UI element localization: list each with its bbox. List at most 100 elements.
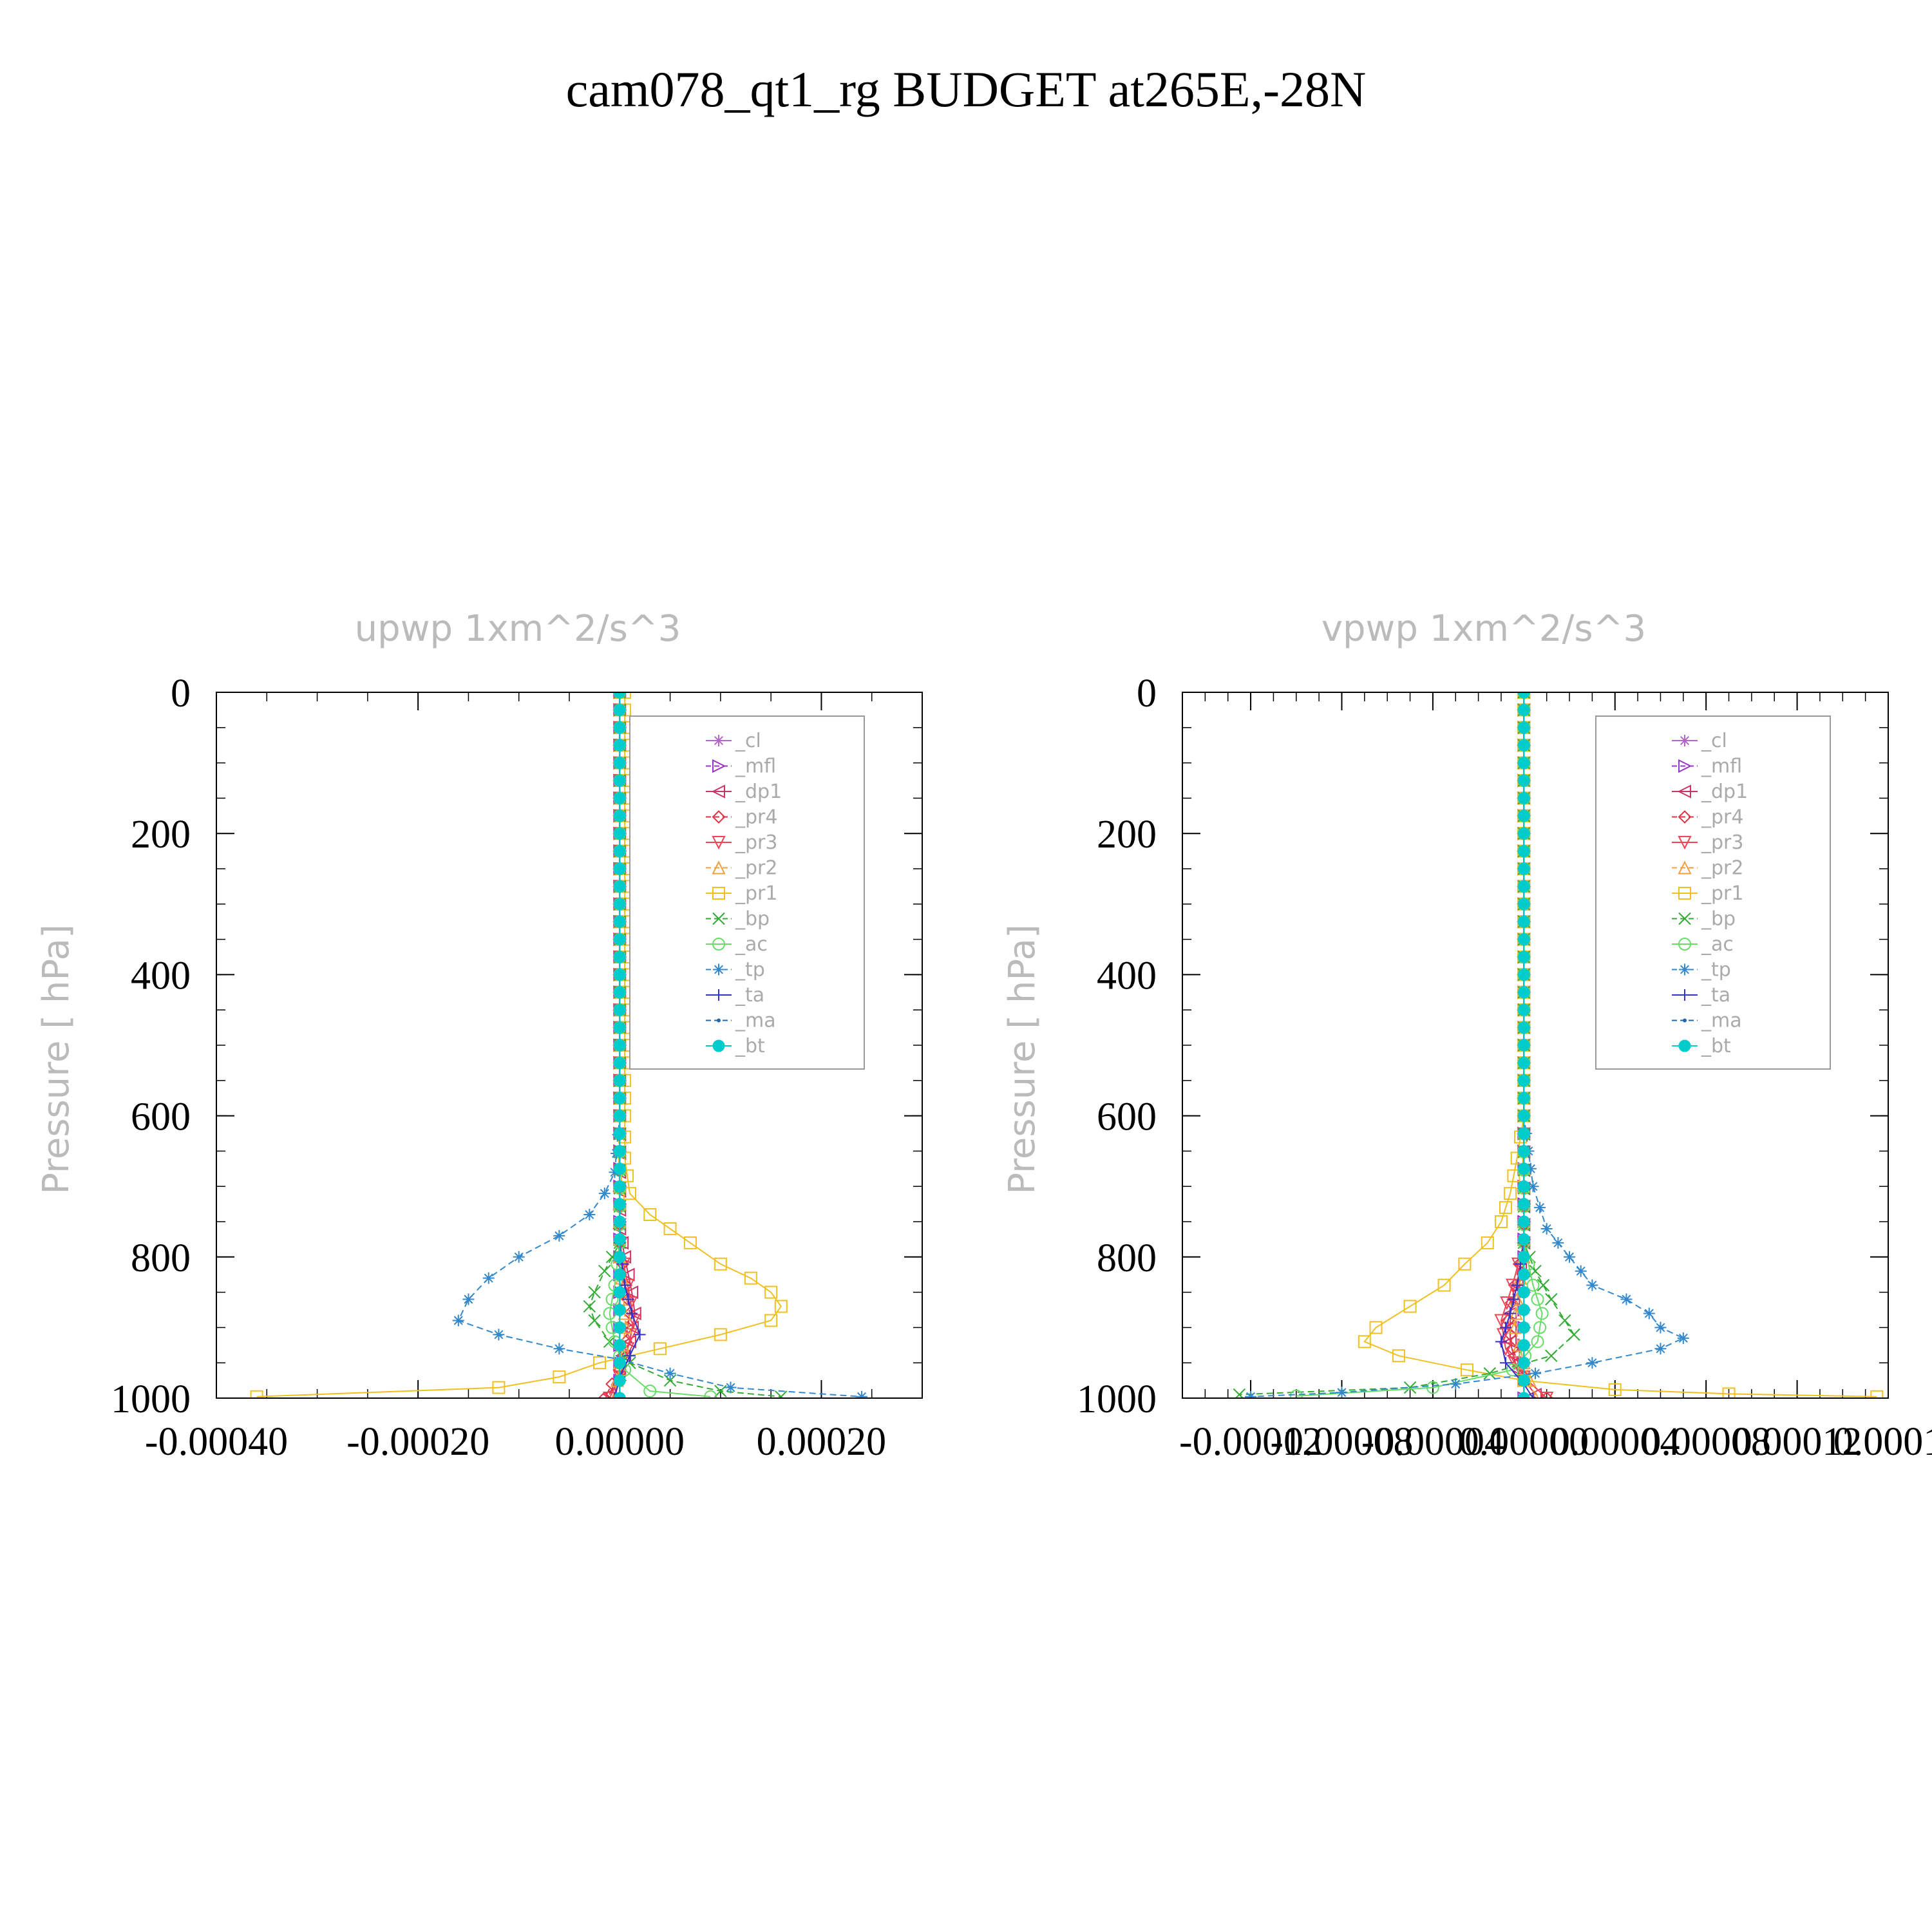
data-point	[1537, 1278, 1550, 1292]
data-point	[613, 774, 626, 787]
panel-title: vpwp 1xm^2/s^3	[1321, 608, 1646, 650]
series-bt	[613, 692, 626, 1398]
data-point	[613, 827, 626, 840]
data-point	[1531, 1335, 1544, 1349]
legend-label: _tp	[735, 959, 765, 981]
data-point	[598, 1391, 612, 1398]
legend-marker	[1678, 1039, 1691, 1052]
series-line-tp	[1251, 692, 1685, 1397]
data-point	[613, 1251, 626, 1264]
x-tick-label: -0.00040	[145, 1420, 288, 1464]
plot-area	[1233, 692, 1884, 1398]
legend: _cl _mfl _dp1 _pr4_pr3 _pr2_pr1 _bp_ac _tp _ta _…	[629, 715, 865, 1070]
data-point	[613, 721, 626, 734]
data-point	[1517, 1356, 1530, 1369]
legend-marker	[712, 912, 725, 925]
data-point	[613, 1127, 626, 1140]
data-point	[613, 933, 626, 946]
data-point	[613, 1233, 626, 1245]
legend-marker	[1678, 836, 1692, 850]
data-point	[621, 1342, 635, 1356]
data-point	[643, 1208, 657, 1222]
data-point	[1460, 1363, 1473, 1377]
y-axis-label: Pressure [ hPa]	[35, 924, 77, 1194]
data-point	[1517, 703, 1530, 716]
data-point	[613, 1021, 626, 1034]
y-tick-label: 1000	[1077, 1378, 1157, 1421]
legend-label: _bt	[735, 1035, 765, 1057]
x-tick-label: -0.00004	[1361, 1420, 1504, 1464]
y-tick-label: 400	[131, 954, 191, 998]
data-point	[1517, 827, 1530, 840]
data-point	[623, 1356, 636, 1369]
data-point	[613, 1356, 626, 1369]
data-point	[613, 880, 626, 893]
data-point	[663, 1222, 677, 1235]
legend-marker	[717, 1018, 721, 1023]
data-point	[613, 1286, 626, 1299]
data-point	[613, 862, 626, 875]
data-point	[1517, 1392, 1530, 1398]
data-point	[613, 1144, 626, 1157]
data-point	[603, 1392, 617, 1398]
minor-ticks	[216, 692, 923, 1399]
data-point	[482, 1272, 495, 1284]
data-point	[622, 1293, 634, 1305]
legend-marker	[1678, 810, 1692, 824]
data-point	[1494, 1215, 1508, 1228]
data-point	[1369, 1321, 1383, 1334]
data-point	[1517, 845, 1530, 858]
y-tick-label: 800	[1097, 1236, 1157, 1280]
data-point	[1677, 1332, 1689, 1344]
data-point	[1643, 1307, 1655, 1320]
legend-label: _ta	[735, 984, 764, 1007]
data-point	[613, 1374, 626, 1387]
data-point	[1517, 1268, 1530, 1281]
y-tick-label: 0	[171, 672, 191, 715]
legend-marker	[1678, 887, 1691, 900]
data-point	[1567, 1328, 1580, 1341]
x-tick-label: 0.00000	[1459, 1420, 1589, 1464]
data-point	[856, 1390, 868, 1398]
data-point	[613, 1180, 626, 1193]
data-point	[1517, 1021, 1530, 1034]
legend-marker	[1678, 938, 1691, 951]
y-tick-label: 200	[131, 813, 191, 857]
upwp-panel: upwp 1xm^2/s^3 Pressure [ hPa] 0 200 400 600 8…	[35, 608, 923, 1464]
series-line-ac	[1296, 692, 1543, 1397]
data-point	[714, 1385, 727, 1397]
data-point	[744, 1271, 757, 1285]
data-point	[613, 1092, 626, 1104]
legend-marker	[711, 784, 725, 799]
vpwp-panel: vpwp 1xm^2/s^3 Pressure [ hPa] 0 200 400 600 8…	[1001, 608, 1932, 1464]
data-point	[1517, 1251, 1530, 1264]
data-point	[1722, 1387, 1736, 1398]
data-point	[1450, 1378, 1462, 1390]
legend-marker	[712, 810, 726, 824]
legend-marker	[1678, 759, 1692, 773]
data-point	[1531, 1293, 1544, 1306]
data-point	[1437, 1278, 1451, 1292]
data-point	[1358, 1335, 1371, 1349]
data-point	[613, 986, 626, 999]
data-point	[613, 1268, 626, 1281]
legend-label: _ma	[735, 1010, 776, 1032]
data-point	[1586, 1357, 1598, 1369]
y-axis-label: Pressure [ hPa]	[1001, 924, 1043, 1194]
data-point	[1507, 1169, 1520, 1182]
data-point	[553, 1343, 565, 1355]
data-point	[1458, 1257, 1472, 1271]
legend-label: _bt	[1701, 1035, 1731, 1057]
data-point	[1517, 933, 1530, 946]
data-point	[1517, 1233, 1530, 1245]
data-point	[609, 1166, 621, 1179]
x-tick-label: 0.00000	[555, 1420, 685, 1464]
x-tick-label: 0.0001	[1833, 1420, 1932, 1464]
data-point	[1517, 1215, 1530, 1228]
data-point	[613, 739, 626, 752]
data-point	[1517, 862, 1530, 875]
data-point	[1517, 1303, 1530, 1316]
legend-marker	[712, 938, 725, 951]
data-point	[1403, 1300, 1417, 1313]
y-tick-label: 400	[1097, 954, 1157, 998]
